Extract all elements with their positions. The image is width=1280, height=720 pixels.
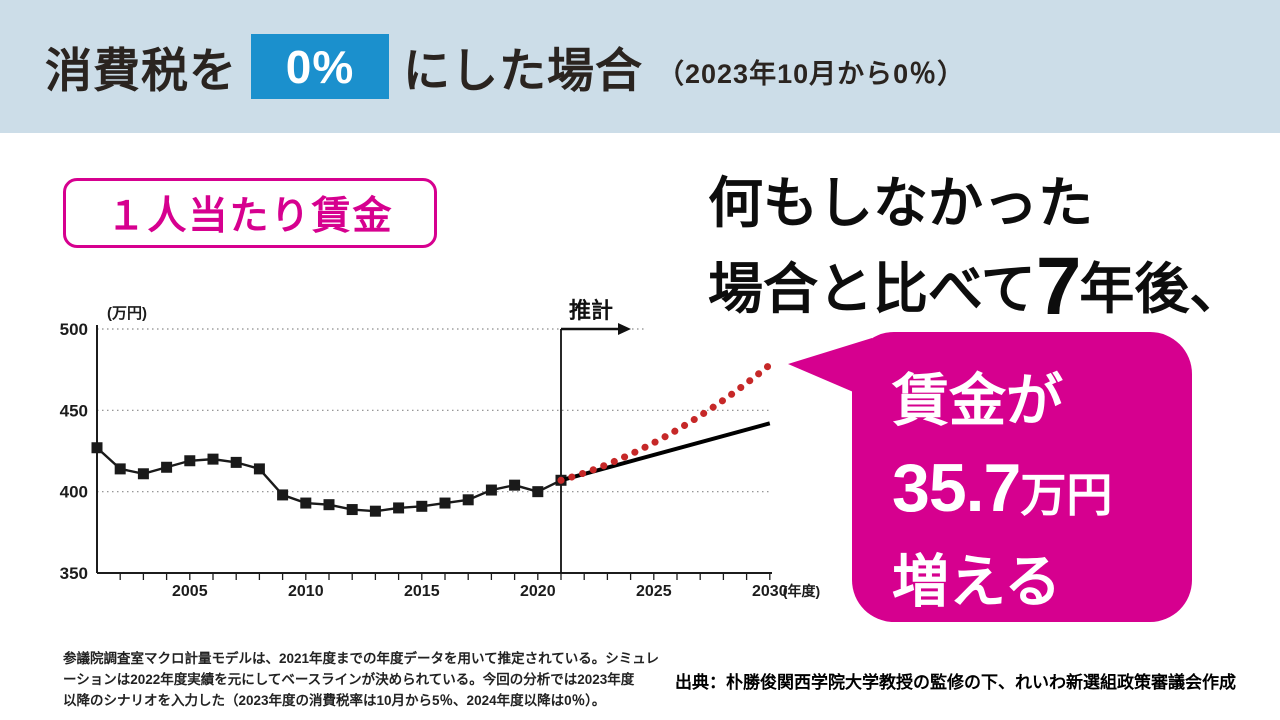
headline: 何もしなかった 場合と比べて7年後、	[708, 160, 1244, 332]
x-tick-label-2005: 2005	[172, 583, 208, 600]
headline-line1: 何もしなかった	[708, 172, 1094, 234]
projection-scenario-dotted-line	[557, 361, 774, 484]
data-point-marker-2019	[509, 479, 521, 491]
bubble-line3: 増える	[892, 550, 1062, 614]
x-tick-label-2010: 2010	[288, 583, 324, 600]
y-axis-unit-label: (万円)	[107, 305, 147, 322]
data-point-marker-2008	[253, 463, 265, 475]
data-point-marker-2001	[91, 442, 103, 454]
model-footnote: 参議院調査室マクロ計量モデルは、2021年度までの年度データを用いて推定されてい…	[63, 648, 659, 711]
data-point-marker-2020	[532, 486, 544, 498]
data-point-marker-2007	[230, 456, 242, 468]
data-point-marker-2016	[439, 497, 451, 509]
data-point-marker-2002	[114, 463, 126, 475]
x-tick-label-2025: 2025	[636, 583, 672, 600]
data-point-marker-2017	[462, 494, 474, 506]
data-point-marker-2015	[416, 500, 428, 512]
header-title-part1: 消費税を	[45, 44, 237, 97]
headline-line2: 場合と比べて7年後、	[708, 246, 1244, 332]
y-tick-label-400: 400	[60, 483, 88, 502]
data-point-marker-2004	[161, 461, 173, 473]
wage-line-chart: 350 400 450 500 (万円) 2005 2010 2015 2020 2025 2030…	[60, 298, 821, 600]
data-point-marker-2010	[300, 497, 312, 509]
x-tick-label-2030: 2030	[752, 583, 788, 600]
header-title-note: （2023年10月から0％）	[657, 59, 966, 89]
footnote-line2: ーションは2022年度実績を元にしてベースラインが決められている。今回の分析では…	[63, 672, 635, 687]
data-point-marker-2009	[277, 489, 289, 501]
data-point-marker-2018	[485, 484, 497, 496]
bubble-line2: 35.7万円	[892, 445, 1192, 539]
data-point-marker-2012	[346, 504, 358, 516]
x-tick-label-2015: 2015	[404, 583, 440, 600]
header-title-highlight-box: 0%	[251, 34, 389, 99]
data-point-marker-2003	[137, 468, 149, 480]
headline-line2-pre: 場合と比べて	[708, 258, 1036, 320]
headline-line2-big-number: 7	[1035, 241, 1082, 332]
speech-bubble-tail-shape	[788, 338, 872, 400]
bubble-line1: 賃金が	[892, 369, 1063, 433]
data-point-marker-2006	[207, 453, 219, 465]
speech-bubble-tail	[788, 338, 872, 400]
x-tick-label-2020: 2020	[520, 583, 556, 600]
data-point-marker-2005	[184, 455, 196, 467]
bubble-value-unit: 万円	[1020, 469, 1113, 521]
source-attribution: 出典：朴勝俊関西学院大学教授の監修の下、れいわ新選組政策審議会作成	[675, 673, 1236, 692]
chart-title-badge: １人当たり賃金	[63, 178, 437, 248]
bubble-value: 35.7	[892, 450, 1021, 526]
y-tick-label-350: 350	[60, 564, 88, 583]
header-bar: 消費税を 0% にした場合 （2023年10月から0％）	[0, 0, 1280, 133]
y-tick-label-500: 500	[60, 320, 88, 339]
y-tick-label-450: 450	[60, 401, 88, 420]
estimate-label: 推計	[569, 298, 613, 323]
data-point-marker-2011	[323, 499, 335, 511]
data-point-marker-2014	[393, 502, 405, 514]
speech-bubble: 賃金が 35.7万円 増える	[852, 332, 1192, 622]
headline-line2-post: 年後、	[1079, 258, 1245, 320]
estimate-arrow-head	[618, 322, 631, 335]
data-point-marker-2013	[369, 505, 381, 517]
footnote-line3: 以降のシナリオを入力した（2023年度の消費税率は10月から5％、2024年度以…	[63, 693, 606, 708]
header-title-part2: にした場合	[403, 44, 643, 97]
footnote-line1: 参議院調査室マクロ計量モデルは、2021年度までの年度データを用いて推定されてい…	[63, 651, 659, 666]
x-axis-unit-label: (年度)	[783, 583, 820, 599]
